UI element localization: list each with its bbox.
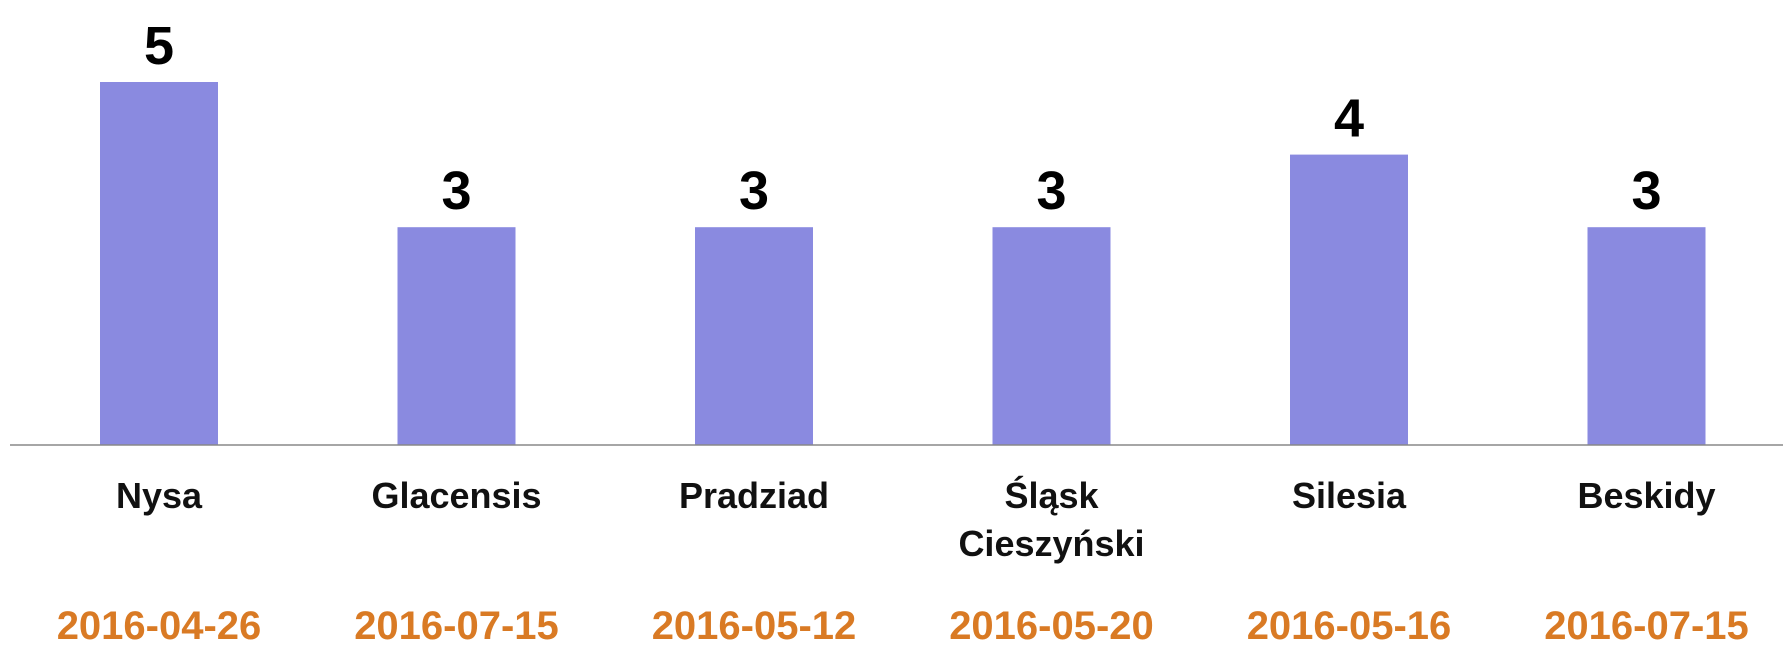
- date-label: 2016-05-16: [1246, 604, 1452, 648]
- value-label: 3: [1631, 161, 1661, 221]
- x-tick-label: Beskidy: [1577, 475, 1716, 516]
- bar: [1587, 227, 1706, 445]
- bar: [695, 227, 813, 445]
- bar: [1290, 154, 1408, 445]
- value-label: 4: [1334, 89, 1364, 149]
- x-tick-label: Śląsk Cieszyński: [958, 475, 1145, 564]
- x-tick-label: Silesia: [1291, 475, 1407, 516]
- value-label: 5: [144, 16, 174, 76]
- date-label: 2016-05-12: [651, 604, 857, 648]
- x-tick-label: Nysa: [115, 475, 203, 516]
- value-label: 3: [739, 161, 769, 221]
- x-tick-label: Pradziad: [678, 475, 830, 516]
- date-label: 2016-07-15: [354, 604, 559, 648]
- value-label: 3: [1036, 161, 1066, 221]
- value-label: 3: [441, 161, 471, 221]
- bar: [397, 227, 516, 445]
- date-label: 2016-05-20: [949, 604, 1154, 648]
- date-label: 2016-04-26: [56, 604, 262, 648]
- bar: [100, 82, 218, 445]
- date-label: 2016-07-15: [1544, 604, 1749, 648]
- x-tick-label: Glacensis: [371, 475, 542, 516]
- bar: [992, 227, 1111, 445]
